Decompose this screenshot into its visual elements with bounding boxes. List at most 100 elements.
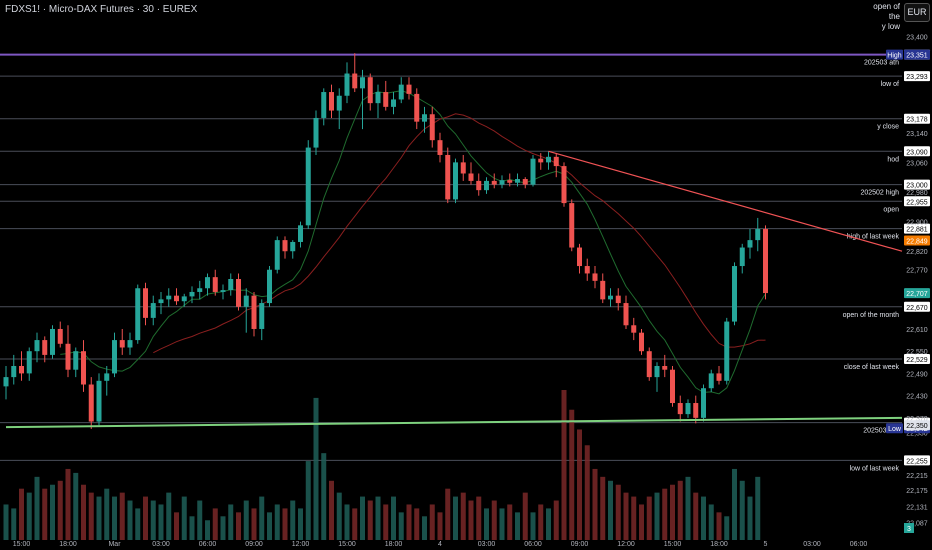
trendlines[interactable] <box>5 150 903 429</box>
level-price-tag <box>904 223 930 234</box>
volume-bar <box>112 496 117 540</box>
volume-bar <box>662 488 668 540</box>
volume-bar <box>484 508 489 540</box>
candle-body <box>391 99 396 107</box>
time-tick-label: 03:00 <box>803 541 821 548</box>
price-tick-label: 22,370 <box>906 416 928 423</box>
time-tick-label: 15:00 <box>664 541 682 548</box>
time-tick-label: 09:00 <box>245 541 263 548</box>
volume-bar <box>693 492 699 540</box>
level-label: 202502 high <box>860 190 899 197</box>
price-tag <box>904 235 930 246</box>
candle-body <box>174 295 179 302</box>
volume-bar <box>584 445 590 540</box>
price-tag <box>904 420 930 431</box>
volume-bar <box>507 504 513 540</box>
volume-bar <box>313 397 319 540</box>
volume-bar <box>608 480 613 540</box>
candle-body <box>546 156 551 163</box>
resistance-trendline[interactable] <box>548 150 903 252</box>
price-tick-label: 23,140 <box>906 131 928 138</box>
volume-bar <box>414 508 420 540</box>
candle-body <box>42 340 48 355</box>
price-axis[interactable]: 23,351 23,293 23,178 23,090 23,000 22,955 22,8… <box>886 0 932 550</box>
candle-body <box>205 277 210 289</box>
candle-body <box>267 269 272 304</box>
volume-bar <box>298 508 303 540</box>
volume-bar <box>26 492 32 540</box>
time-tick-label: 03:00 <box>152 541 170 548</box>
volume-bar <box>205 520 210 540</box>
candle-body <box>608 295 613 300</box>
level-label: 202503 low <box>863 428 900 435</box>
candle-body <box>189 291 195 297</box>
level-label: 202503 ath <box>864 60 899 67</box>
volume-bar <box>685 476 691 540</box>
candle-body <box>592 273 598 281</box>
candle-body <box>724 321 730 381</box>
level-label: hod <box>887 156 899 163</box>
candle-body <box>197 288 203 292</box>
volume-bar <box>96 496 102 540</box>
candle-body <box>708 373 714 389</box>
price-tick-label: 22,087 <box>906 521 928 528</box>
candle-body <box>763 229 768 294</box>
volume-bar <box>158 504 164 540</box>
time-tick-label: 15:00 <box>338 541 356 548</box>
time-tick-label: 12:00 <box>292 541 310 548</box>
ma-slow-line <box>153 113 766 354</box>
volume-bar <box>290 500 296 540</box>
volume-bar <box>670 484 675 540</box>
time-tick-label: 03:00 <box>478 541 496 548</box>
price-tag-text: 22,849 <box>906 238 928 245</box>
candle-body <box>344 73 350 96</box>
volume-bar <box>422 516 427 540</box>
price-tick-label: 22,215 <box>906 473 928 480</box>
level-price-tag <box>904 179 930 190</box>
level-price-tag <box>904 71 930 82</box>
candle-body <box>135 288 141 341</box>
volume-bar <box>383 504 389 540</box>
support-trendline[interactable] <box>5 416 903 429</box>
volume-bar <box>631 496 637 540</box>
candle-body <box>437 140 443 155</box>
candle-body <box>406 84 412 94</box>
volume-bar <box>352 508 358 540</box>
volume-bar <box>344 504 350 540</box>
volume-bar <box>321 453 327 540</box>
time-axis[interactable]: 15:00 18:00 Mar 03:00 06:00 09:00 12:00 15:00 18… <box>13 541 868 548</box>
candle-body <box>228 279 234 291</box>
volume-bar <box>391 496 396 540</box>
level-price-tag-text: 23,178 <box>906 117 928 124</box>
candle-body <box>468 173 474 181</box>
corner-label-line2: y low <box>881 22 900 31</box>
volume-bar <box>236 512 241 540</box>
volume-bar <box>19 488 24 540</box>
volume-bar <box>11 508 17 540</box>
volume-bar <box>755 476 761 540</box>
candle-body <box>119 340 125 348</box>
candle-body <box>360 77 365 89</box>
time-tick-label: 09:00 <box>571 541 589 548</box>
price-tick-label: 22,430 <box>906 394 928 401</box>
price-tick-label: 22,900 <box>906 220 928 227</box>
candle-body <box>460 162 466 174</box>
volume-bar <box>305 461 311 540</box>
candle-body <box>305 147 311 226</box>
candle-body <box>352 73 358 89</box>
currency-button[interactable]: EUR <box>904 3 930 22</box>
volume-bar <box>445 488 451 540</box>
volume-bar <box>623 492 629 540</box>
candle-body <box>747 240 753 248</box>
candle-body <box>150 303 156 318</box>
candle-body <box>321 92 327 118</box>
level-price-tag <box>904 113 930 124</box>
time-tick-label: 4 <box>438 541 442 548</box>
level-price-tag-text: 22,670 <box>906 305 928 312</box>
volume-bar <box>639 504 644 540</box>
level-price-tag <box>904 301 930 312</box>
candle-body <box>422 114 427 122</box>
volume-bar <box>429 504 435 540</box>
volume-bar <box>57 480 63 540</box>
